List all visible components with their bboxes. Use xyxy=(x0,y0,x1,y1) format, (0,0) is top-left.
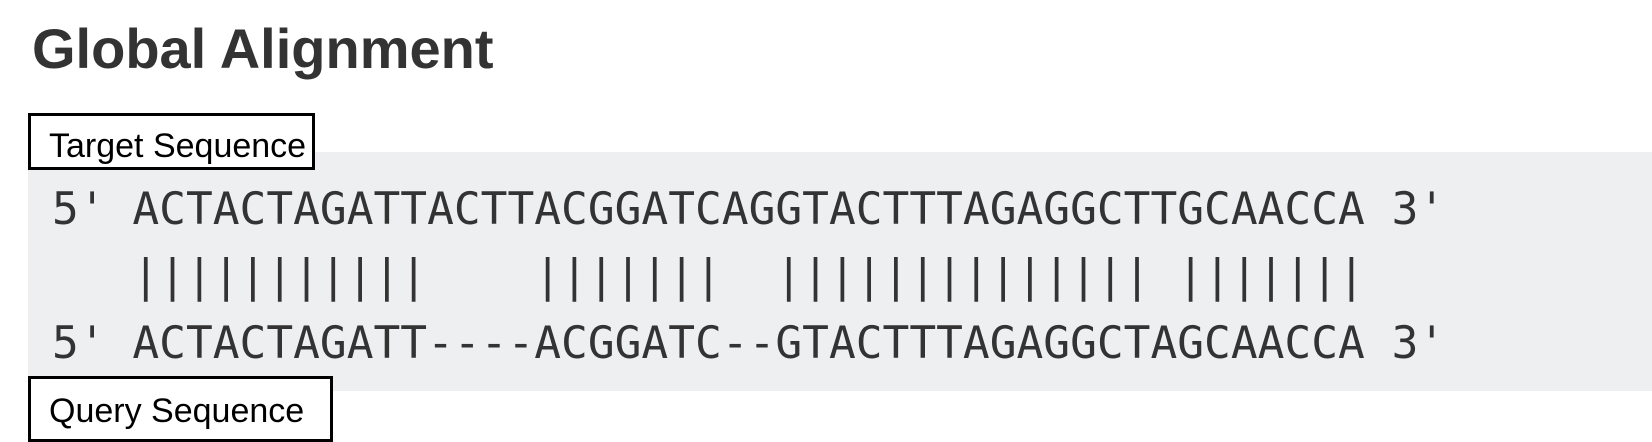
query-sequence-line: 5' ACTACTAGATT----ACGGATC--GTACTTTAGAGGC… xyxy=(52,318,1446,369)
query-sequence-label: Query Sequence xyxy=(28,376,333,442)
page-title: Global Alignment xyxy=(32,17,494,80)
alignment-panel xyxy=(28,152,1652,391)
match-indicator-line: ||||||||||| ||||||| |||||||||||||| |||||… xyxy=(52,251,1365,302)
target-sequence-label: Target Sequence xyxy=(28,113,315,170)
target-sequence-line: 5' ACTACTAGATTACTTACGGATCAGGTACTTTAGAGGC… xyxy=(52,184,1446,235)
